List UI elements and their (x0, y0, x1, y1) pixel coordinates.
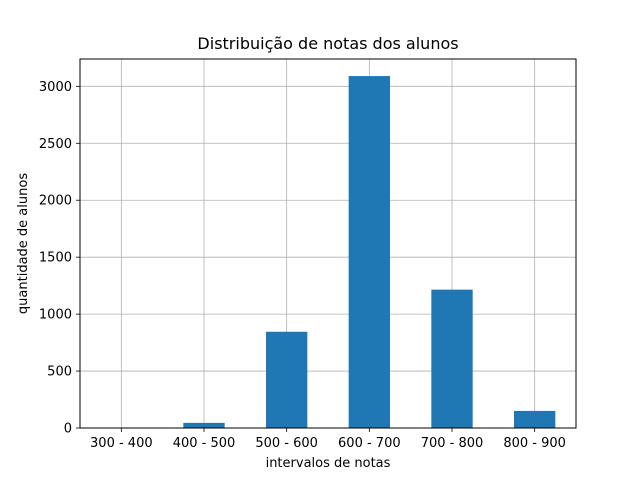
bar-1 (183, 422, 225, 428)
x-tick-label: 800 - 900 (503, 436, 566, 451)
plot-frame (79, 58, 577, 429)
y-axis-title: quantidade de alunos (16, 173, 31, 314)
x-tick-label: 400 - 500 (173, 436, 236, 451)
x-tick-label: 500 - 600 (255, 436, 318, 451)
y-axis: 0 500 1000 1500 2000 2500 3000 (39, 80, 80, 437)
x-tick-label: 700 - 800 (421, 436, 484, 451)
x-tick-label: 300 - 400 (90, 436, 153, 451)
chart-title: Distribuição de notas dos alunos (197, 34, 458, 53)
y-tick-label: 1500 (39, 251, 72, 266)
bar-3 (348, 76, 390, 428)
y-tick-label: 2500 (39, 137, 72, 152)
bar-2 (266, 331, 308, 428)
bar-5 (514, 410, 556, 428)
y-tick-label: 0 (64, 422, 72, 437)
x-axis: 300 - 400 400 - 500 500 - 600 600 - 700 700 … (90, 428, 566, 451)
y-tick-label: 3000 (39, 80, 72, 95)
x-tick-label: 600 - 700 (338, 436, 401, 451)
y-tick-label: 500 (47, 365, 72, 380)
plot-area (79, 58, 577, 429)
y-tick-label: 2000 (39, 194, 72, 209)
bars (183, 76, 556, 428)
x-axis-title: intervalos de notas (266, 456, 391, 471)
bar-4 (431, 289, 473, 428)
y-tick-label: 1000 (39, 308, 72, 323)
y-gridlines (80, 85, 576, 429)
